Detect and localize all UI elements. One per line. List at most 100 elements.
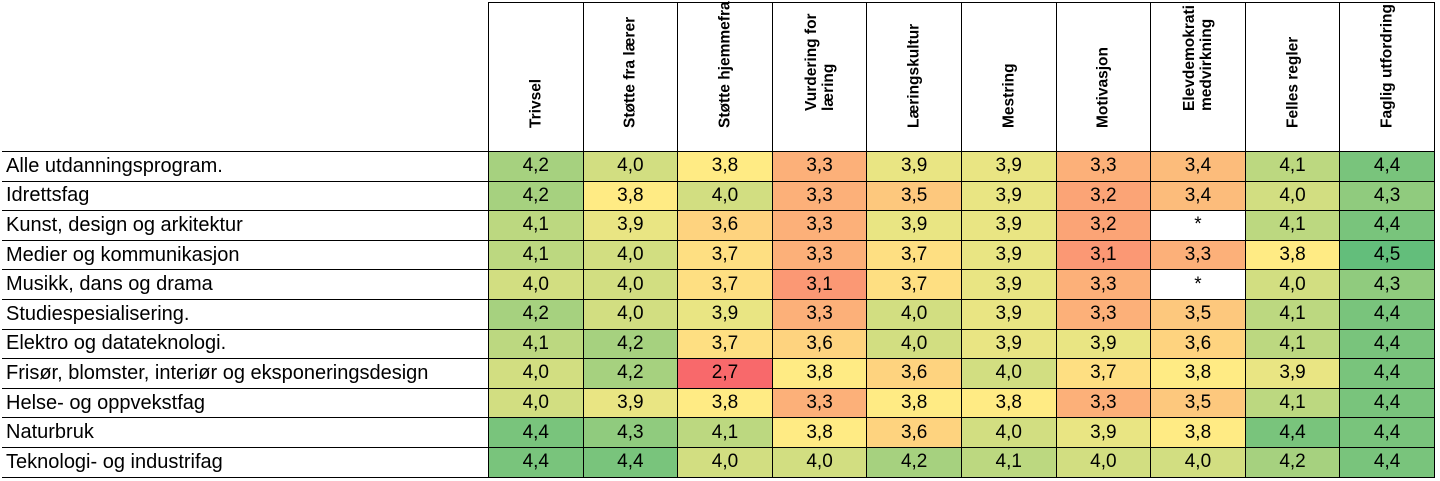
heatmap-cell: * xyxy=(1150,269,1246,300)
row-label: Idrettsfag xyxy=(2,180,489,212)
heatmap-cell: 3,3 xyxy=(771,210,868,241)
heatmap-cell: 4,3 xyxy=(582,417,679,448)
heatmap-cell: 3,8 xyxy=(1150,358,1246,389)
row-label: Elektro og datateknologi. xyxy=(2,328,489,360)
column-header: Mestring xyxy=(960,2,1057,152)
heatmap-cell: 3,1 xyxy=(771,269,868,300)
heatmap-cell: 4,0 xyxy=(488,387,584,419)
heatmap-cell: 4,0 xyxy=(960,358,1057,389)
heatmap-cell: 4,1 xyxy=(1244,387,1341,419)
heatmap-cell: 4,0 xyxy=(1055,446,1152,478)
column-header: Elevdemokrati og medvirkning xyxy=(1150,0,1246,152)
table-row: Idrettsfag 4,2 3,8 4,0 3,3 3,5 3,9 3,2 3,4 4,0 4,3 xyxy=(2,180,1435,212)
heatmap-cell: 4,2 xyxy=(582,358,679,389)
heatmap-cell: 4,0 xyxy=(488,269,584,300)
heatmap-cell: 3,9 xyxy=(866,210,962,241)
table-row: Alle utdanningsprogram. 4,2 4,0 3,8 3,3 3,9 3,… xyxy=(2,151,1435,182)
heatmap-cell: 3,3 xyxy=(771,151,868,182)
heatmap-cell: 4,4 xyxy=(1339,358,1435,389)
heatmap-cell: 3,7 xyxy=(677,239,773,271)
heatmap-cell: 3,9 xyxy=(1244,358,1341,389)
heatmap-cell: 3,3 xyxy=(771,387,868,419)
heatmap-cell: 3,3 xyxy=(1150,239,1246,271)
column-header: Vurdering for læring xyxy=(771,2,868,152)
row-label: Teknologi- og industrifag xyxy=(2,446,489,478)
heatmap-cell: 4,5 xyxy=(1339,239,1435,271)
heatmap-cell: 4,4 xyxy=(1339,387,1435,419)
heatmap-cell: 4,0 xyxy=(582,298,679,330)
table-row: Helse- og oppvekstfag 4,0 3,9 3,8 3,3 3,8 3,8 3… xyxy=(2,387,1435,419)
row-label: Helse- og oppvekstfag xyxy=(2,387,489,419)
heatmap-cell: 3,9 xyxy=(960,151,1057,182)
heatmap-cell: 3,5 xyxy=(1150,298,1246,330)
heatmap-cell: 3,6 xyxy=(677,210,773,241)
column-header: Felles regler xyxy=(1244,2,1341,152)
heatmap-cell: 4,4 xyxy=(1339,417,1435,448)
row-label: Naturbruk xyxy=(2,417,489,448)
heatmap-cell: 4,3 xyxy=(1339,180,1435,212)
heatmap-cell: 3,3 xyxy=(771,298,868,330)
heatmap-cell: 4,2 xyxy=(488,298,584,330)
heatmap-cell: 2,7 xyxy=(677,358,773,389)
heatmap-cell: 3,9 xyxy=(960,180,1057,212)
column-header-label: Trivsel xyxy=(527,78,545,128)
heatmap-cell: 3,1 xyxy=(1055,239,1152,271)
heatmap-cell: 4,4 xyxy=(488,417,584,448)
heatmap-cell: 4,1 xyxy=(1244,328,1341,360)
heatmap-cell: 3,6 xyxy=(1150,328,1246,360)
heatmap-cell: 4,1 xyxy=(1244,151,1341,182)
heatmap-cell: 3,7 xyxy=(677,328,773,360)
heatmap-cell: 3,3 xyxy=(771,180,868,212)
heatmap-cell: 4,4 xyxy=(1339,328,1435,360)
heatmap-cell: 3,4 xyxy=(1150,180,1246,212)
heatmap-cell: 3,8 xyxy=(771,417,868,448)
heatmap-cell: 3,5 xyxy=(866,180,962,212)
heatmap-cell: 3,6 xyxy=(771,328,868,360)
heatmap-cell: 4,2 xyxy=(488,151,584,182)
heatmap-cell: 3,4 xyxy=(1150,151,1246,182)
heatmap-cell: 3,8 xyxy=(1244,239,1341,271)
column-header: Støtte hjemmefra xyxy=(677,1,773,152)
heatmap-cell: 4,4 xyxy=(1339,446,1435,478)
heatmap-cell: 3,8 xyxy=(960,387,1057,419)
heatmap-cell: 4,0 xyxy=(960,417,1057,448)
heatmap-cell: 4,0 xyxy=(1244,180,1341,212)
column-header: Læringskultur xyxy=(866,2,962,152)
table-row: Teknologi- og industrifag 4,4 4,4 4,0 4,0 4,2… xyxy=(2,446,1435,478)
heatmap-cell: 3,9 xyxy=(960,328,1057,360)
heatmap-cell: 4,2 xyxy=(582,328,679,360)
heatmap-cell: 4,1 xyxy=(1244,210,1341,241)
heatmap-cell: 3,6 xyxy=(866,417,962,448)
heatmap-cell: 4,0 xyxy=(677,446,773,478)
heatmap-cell: 3,9 xyxy=(866,151,962,182)
row-label: Alle utdanningsprogram. xyxy=(2,151,489,182)
heatmap-cell: 3,2 xyxy=(1055,210,1152,241)
heatmap-cell: 3,9 xyxy=(1055,328,1152,360)
column-header: Trivsel xyxy=(488,2,584,152)
heatmap-cell: 4,1 xyxy=(488,328,584,360)
column-header: Motivasjon xyxy=(1055,2,1152,152)
heatmap-cell: 4,0 xyxy=(488,358,584,389)
heatmap-cell: 4,0 xyxy=(866,298,962,330)
heatmap-cell: 3,6 xyxy=(866,358,962,389)
row-label: Kunst, design og arkitektur xyxy=(2,210,489,241)
heatmap-cell: 3,3 xyxy=(1055,298,1152,330)
heatmap-cell: 4,0 xyxy=(866,328,962,360)
heatmap-cell: 3,7 xyxy=(677,269,773,300)
column-header-label: Støtte fra lærer xyxy=(621,16,639,128)
column-header-label: Læringskultur xyxy=(905,23,923,128)
heatmap-cell: 3,9 xyxy=(960,210,1057,241)
heatmap-cell: 4,4 xyxy=(1339,298,1435,330)
heatmap-cell: 3,7 xyxy=(866,239,962,271)
row-label: Frisør, blomster, interiør og eksponerin… xyxy=(2,358,489,389)
heatmap-cell: 4,1 xyxy=(1244,298,1341,330)
column-header-label: Støtte hjemmefra xyxy=(716,1,734,128)
heatmap-cell: 3,3 xyxy=(1055,269,1152,300)
table-row: Kunst, design og arkitektur 4,1 3,9 3,6 3,3 3… xyxy=(2,210,1435,241)
table-row: Frisør, blomster, interiør og eksponerin… xyxy=(2,358,1435,389)
corner-cell xyxy=(2,3,489,152)
row-label: Musikk, dans og drama xyxy=(2,269,489,300)
heatmap-cell: 4,4 xyxy=(488,446,584,478)
